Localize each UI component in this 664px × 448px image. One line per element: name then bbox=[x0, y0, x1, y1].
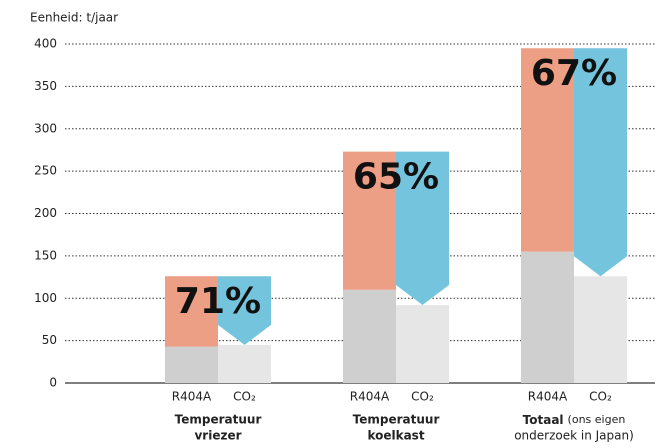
category-note: onderzoek in Japan) bbox=[514, 429, 634, 443]
bar-label: CO₂ bbox=[233, 390, 256, 404]
category-note: (ons eigen bbox=[568, 413, 626, 426]
bar-segment bbox=[165, 346, 218, 383]
category-label: Temperatuur bbox=[175, 413, 262, 427]
y-tick-label: 250 bbox=[34, 164, 57, 178]
reduction-segment bbox=[574, 48, 627, 277]
reduction-label: 65% bbox=[353, 157, 439, 198]
bar-label: R404A bbox=[172, 390, 212, 404]
category-label: vriezer bbox=[194, 429, 241, 443]
y-tick-label: 0 bbox=[49, 376, 57, 390]
y-tick-label: 400 bbox=[34, 37, 57, 51]
category-label: Temperatuur bbox=[353, 413, 440, 427]
y-tick-label: 350 bbox=[34, 79, 57, 93]
reduction-segment bbox=[396, 151, 449, 306]
bar-label: R404A bbox=[350, 390, 390, 404]
bar-segment bbox=[343, 151, 396, 290]
bar-label: CO₂ bbox=[589, 390, 612, 404]
reduction-segment bbox=[218, 276, 271, 345]
unit-label: Eenheid: t/jaar bbox=[30, 11, 118, 25]
bar-segment bbox=[396, 305, 449, 383]
bar-segment bbox=[165, 276, 218, 347]
category-label: koelkast bbox=[367, 429, 424, 443]
bar-segment bbox=[218, 344, 271, 383]
y-tick-label: 100 bbox=[34, 291, 57, 305]
reduction-label: 67% bbox=[531, 53, 617, 94]
reduction-label: 71% bbox=[175, 281, 261, 322]
bar-segment bbox=[521, 251, 574, 383]
bar-label: R404A bbox=[528, 390, 568, 404]
y-tick-label: 300 bbox=[34, 121, 57, 135]
bar-segment bbox=[574, 276, 627, 383]
y-tick-label: 150 bbox=[34, 248, 57, 262]
category-name: Totaal bbox=[523, 413, 564, 427]
bar-segment bbox=[521, 48, 574, 252]
bar-label: CO₂ bbox=[411, 390, 434, 404]
category-label: Totaal (ons eigen bbox=[523, 413, 626, 427]
bar-segment bbox=[343, 289, 396, 383]
y-tick-label: 50 bbox=[42, 333, 57, 347]
y-tick-label: 200 bbox=[34, 206, 57, 220]
